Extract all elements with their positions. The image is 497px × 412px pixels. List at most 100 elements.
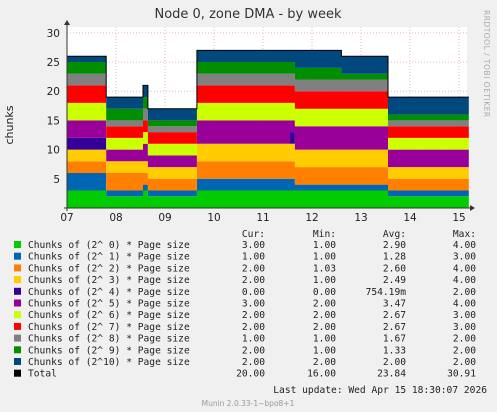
legend-value-cur: 2.00 [242, 357, 265, 368]
legend-value-min: 2.00 [313, 357, 336, 368]
x-tick-label: 15 [452, 212, 465, 224]
legend-value-min: 1.00 [313, 252, 336, 263]
area-series-10 [67, 50, 469, 121]
legend-value-cur: 3.00 [242, 240, 265, 251]
legend-swatch [14, 322, 21, 330]
legend-label: Chunks of (2^ 5) * Page size [28, 299, 190, 310]
legend-label: Chunks of (2^ 2) * Page size [28, 263, 190, 274]
legend-swatch [14, 334, 21, 342]
legend-value-max: 4.00 [453, 299, 476, 310]
legend-label: Chunks of (2^ 6) * Page size [28, 310, 190, 321]
y-axis-arrow [64, 20, 70, 25]
legend-swatch [14, 369, 21, 377]
legend-value-avg: 1.33 [383, 345, 406, 356]
total-line [67, 49, 469, 110]
legend-value-min: 1.00 [313, 345, 336, 356]
area-series-0 [67, 190, 469, 208]
legend-label: Chunks of (2^10) * Page size [28, 357, 190, 368]
x-tick-label: 09 [158, 212, 171, 224]
legend-value-avg: 2.49 [383, 275, 406, 286]
legend-value-min: 1.00 [313, 334, 336, 345]
area-series-9 [67, 62, 469, 127]
axes [64, 20, 475, 211]
legend-label: Chunks of (2^ 1) * Page size [28, 252, 190, 263]
legend-value-max: 2.00 [453, 357, 476, 368]
area-series-8 [67, 73, 469, 133]
legend-value-avg: 2.00 [383, 357, 406, 368]
x-tick-label: 14 [403, 212, 417, 224]
legend-value-cur: 3.00 [242, 299, 265, 310]
legend-value-cur: 1.00 [242, 334, 265, 345]
y-tick-label: 15 [47, 115, 60, 127]
legend-swatch [14, 252, 21, 260]
legend-header-avg: Avg: [383, 229, 406, 240]
legend-value-min: 1.00 [313, 275, 336, 286]
legend-value-avg: 2.60 [383, 263, 406, 274]
legend-value-cur: 2.00 [242, 322, 265, 333]
legend-value-cur: 2.00 [242, 345, 265, 356]
legend-value-cur: 0.00 [242, 287, 265, 298]
y-tick-label: 25 [47, 57, 60, 69]
legend-value-max: 4.00 [453, 275, 476, 286]
legend-label: Chunks of (2^ 7) * Page size [28, 322, 190, 333]
legend-value-avg: 2.90 [383, 240, 406, 251]
legend-swatch [14, 346, 21, 354]
legend-swatch [14, 311, 21, 319]
legend-value-cur: 1.00 [242, 252, 265, 263]
y-tick-label: 5 [53, 174, 60, 186]
legend-value-max: 2.00 [453, 345, 476, 356]
x-tick-label: 13 [354, 212, 367, 224]
legend-value-min: 2.00 [313, 310, 336, 321]
legend-value-min: 2.00 [313, 322, 336, 333]
legend-value-max: 4.00 [453, 263, 476, 274]
legend-value-avg: 1.28 [383, 252, 406, 263]
legend-label: Chunks of (2^ 0) * Page size [28, 240, 190, 251]
legend-value-max: 4.00 [453, 240, 476, 251]
x-ticks: 07 08 09 10 11 12 13 14 15 [60, 212, 465, 224]
x-tick-label: 07 [60, 212, 73, 224]
legend-value-max: 2.00 [453, 287, 476, 298]
y-ticks: 5 10 15 20 25 30 [47, 28, 60, 186]
legend-label: Chunks of (2^ 9) * Page size [28, 345, 190, 356]
legend-value-avg: 3.47 [383, 299, 406, 310]
legend-value-avg: 2.67 [383, 322, 406, 333]
legend-value-max: 3.00 [453, 322, 476, 333]
chart-title: Node 0, zone DMA - by week [154, 7, 342, 22]
legend-swatch [14, 287, 21, 295]
area-series-5 [67, 120, 469, 168]
legend-value-min: 1.03 [313, 263, 336, 274]
last-update: Last update: Wed Apr 15 18:30:07 2026 [273, 385, 487, 396]
x-tick-label: 12 [305, 212, 318, 224]
legend-label: Chunks of (2^ 8) * Page size [28, 334, 190, 345]
legend-label: Chunks of (2^ 4) * Page size [28, 287, 190, 298]
legend-value-cur: 2.00 [242, 275, 265, 286]
legend-swatch [14, 241, 21, 248]
y-tick-label: 10 [47, 145, 60, 157]
legend-header-max: Max: [453, 229, 476, 240]
x-tick-label: 08 [109, 212, 122, 224]
x-tick-label: 11 [256, 212, 269, 224]
rrdtool-credit: RRDTOOL / TOBI OETIKER [482, 10, 491, 118]
legend-header-cur: Cur: [242, 229, 265, 240]
legend-value-min: 2.00 [313, 299, 336, 310]
munin-version: Munin 2.0.33-1~bpo8+1 [202, 399, 295, 408]
legend-value-cur: 2.00 [242, 310, 265, 321]
y-axis-label: chunks [3, 105, 16, 144]
area-series-2 [67, 161, 469, 191]
y-tick-label: 30 [47, 28, 60, 40]
legend-swatch [14, 276, 21, 284]
legend-value-avg: 2.67 [383, 310, 406, 321]
legend-value-max: 3.00 [453, 310, 476, 321]
legend-value-max: 2.00 [453, 334, 476, 345]
legend-value-avg: 23.84 [377, 369, 406, 380]
legend-value-min: 16.00 [307, 369, 336, 380]
area-series-6 [67, 102, 469, 156]
legend-swatch [14, 358, 21, 365]
legend-value-min: 0.00 [313, 287, 336, 298]
x-tick-label: 10 [207, 212, 220, 224]
legend-label: Total [28, 369, 57, 380]
legend-swatch [14, 299, 21, 307]
legend: Cur: Min: Avg: Max: Chunks of (2^ 0) * P… [14, 229, 476, 380]
y-tick-label: 20 [47, 86, 60, 98]
